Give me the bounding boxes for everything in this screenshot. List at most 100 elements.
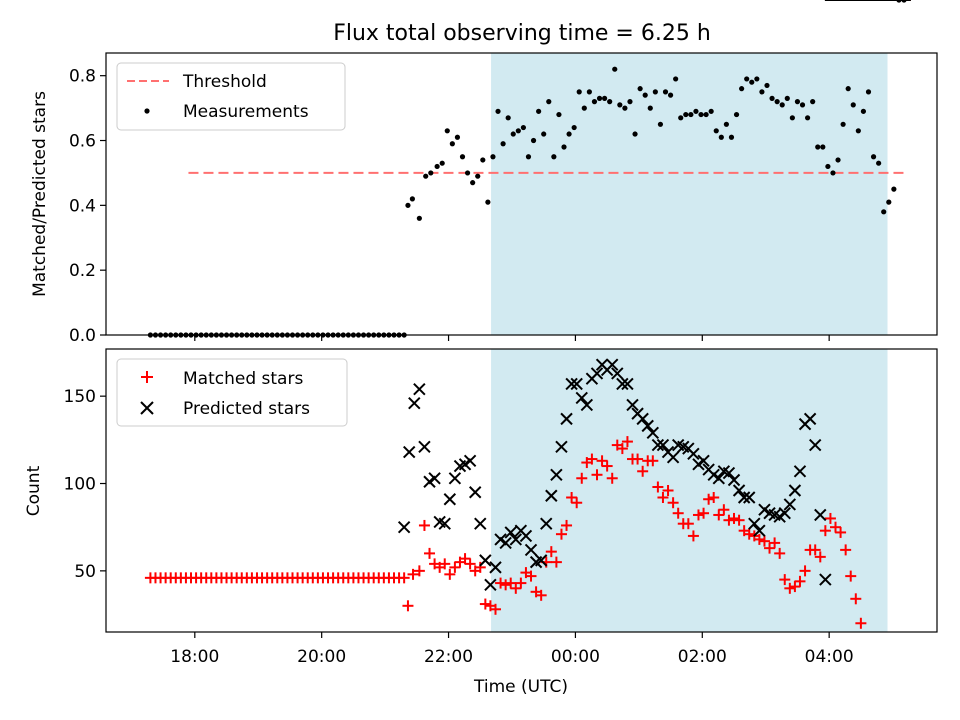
- predicted-star-point: [793, 465, 807, 478]
- measurement-point: [810, 99, 816, 105]
- matched-star-point: [779, 574, 791, 586]
- matched-star-point: [692, 509, 704, 521]
- measurement-point: [470, 180, 476, 186]
- matched-star-point: [444, 568, 456, 580]
- matched-star-point: [601, 460, 613, 472]
- matched-star-point: [840, 544, 852, 556]
- matched-star-point: [794, 575, 806, 587]
- chart-title: Flux total observing time = 6.25 h: [333, 21, 711, 46]
- measurement-point: [459, 154, 466, 160]
- matched-star-point: [495, 577, 507, 589]
- measurement-point: [739, 86, 745, 92]
- matched-star-point: [505, 577, 517, 589]
- matched-star-point: [667, 497, 679, 509]
- matched-star-point: [402, 600, 414, 612]
- x-tick-label: 18:00: [170, 647, 219, 667]
- measurement-point: [693, 108, 699, 114]
- matched-star-point: [713, 509, 725, 521]
- measurement-point: [541, 131, 547, 137]
- measurement-point: [409, 196, 415, 202]
- predicted-star-point: [606, 358, 619, 371]
- measurement-point: [749, 79, 755, 85]
- measurement-point: [490, 154, 496, 160]
- matched-star-point: [439, 558, 451, 570]
- measurement-point: [642, 92, 648, 98]
- predicted-star-point: [550, 468, 563, 481]
- matched-star-point: [845, 570, 857, 582]
- measurement-point: [764, 82, 770, 89]
- bottom-axes-frame: [105, 348, 938, 633]
- legend-predicted-label: Predicted stars: [183, 399, 310, 419]
- measurement-point: [561, 144, 567, 150]
- measurement-point: [667, 92, 674, 98]
- x-axis-label: Time (UTC): [473, 677, 568, 697]
- x-tick-label: 04:00: [805, 647, 854, 667]
- matched-star-point: [576, 472, 588, 484]
- predicted-star-point: [463, 454, 477, 468]
- predicted-star-point: [590, 367, 604, 380]
- predicted-star-point: [479, 554, 492, 567]
- y-tick-label: 0.0: [69, 326, 96, 346]
- measurement-point: [520, 124, 527, 131]
- measurement-point: [515, 128, 521, 134]
- predicted-star-point: [611, 367, 624, 380]
- predicted-star-point: [626, 398, 639, 412]
- measurement-point: [718, 134, 724, 140]
- predicted-star-point: [616, 377, 629, 391]
- matched-star-point: [753, 533, 765, 545]
- measurement-point: [416, 215, 422, 221]
- measurement-point: [591, 99, 598, 105]
- measurement-point: [536, 108, 542, 114]
- measurement-point: [820, 144, 826, 150]
- measurement-point: [581, 105, 587, 111]
- matched-star-point: [718, 504, 730, 516]
- matched-star-point: [632, 453, 644, 465]
- matched-star-point: [550, 556, 562, 568]
- matched-star-point: [418, 519, 430, 531]
- measurement-point: [673, 76, 679, 82]
- bottom-observing-interval-shade: [491, 349, 888, 632]
- predicted-star-point: [484, 578, 497, 592]
- measurement-point: [876, 160, 882, 166]
- predicted-stars-points: [397, 0, 911, 592]
- measurement-point: [855, 128, 861, 134]
- top-legend: Threshold Measurements: [116, 62, 346, 131]
- matched-star-point: [698, 507, 710, 519]
- matched-star-point: [764, 542, 776, 554]
- measurement-point: [769, 95, 775, 101]
- predicted-star-point: [534, 554, 548, 567]
- measurement-point: [815, 144, 821, 150]
- measurement-point: [774, 99, 780, 105]
- measurement-point: [678, 115, 684, 121]
- predicted-star-point: [651, 438, 665, 452]
- measurement-point: [602, 95, 608, 101]
- measurement-point: [662, 89, 669, 95]
- measurement-point: [723, 121, 729, 127]
- predicted-star-point: [636, 412, 649, 426]
- matched-star-point: [662, 485, 674, 496]
- measurement-point: [428, 170, 434, 176]
- measurement-point: [647, 105, 653, 111]
- matched-star-point: [835, 526, 847, 538]
- matched-star-point: [728, 512, 740, 524]
- predicted-star-point: [519, 529, 533, 543]
- measurement-point: [556, 111, 562, 118]
- matched-star-point: [566, 491, 578, 503]
- matched-star-point: [464, 558, 476, 570]
- matched-star-point: [407, 568, 419, 580]
- x-tick-label: 22:00: [424, 647, 473, 667]
- measurement-point: [789, 115, 795, 121]
- predicted-star-point: [737, 491, 751, 504]
- matched-star-point: [672, 507, 684, 519]
- measurement-point: [586, 89, 592, 95]
- matched-star-point: [413, 565, 425, 577]
- matched-star-point: [606, 472, 618, 484]
- measurement-point: [546, 99, 552, 105]
- y-tick-label: 100: [64, 475, 96, 495]
- predicted-star-point: [646, 426, 660, 440]
- measurement-point: [495, 108, 501, 114]
- measurement-point: [500, 141, 506, 147]
- matched-star-point: [637, 465, 649, 477]
- measurement-point: [845, 86, 851, 92]
- matched-star-point: [515, 577, 527, 589]
